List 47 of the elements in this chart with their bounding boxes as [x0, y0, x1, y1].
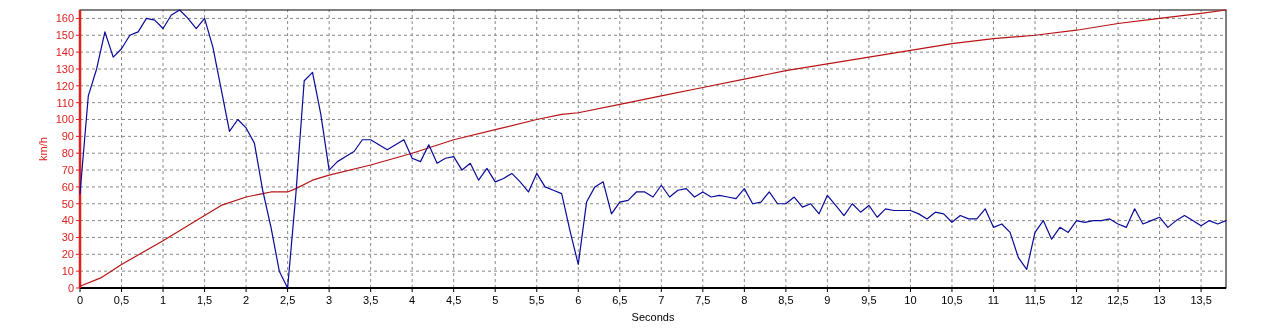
y-tick-label: 110	[56, 96, 74, 109]
y-tick-label: 100	[55, 113, 74, 126]
y-tick-label: 50	[61, 197, 74, 210]
x-tick-label: 3,5	[363, 294, 379, 306]
x-tick-label: 8	[741, 294, 748, 306]
x-tick-label: 5,5	[529, 294, 545, 306]
y-tick-label: 10	[61, 265, 74, 277]
x-tick-label: 10	[904, 294, 917, 306]
x-tick-label: 2	[243, 294, 250, 306]
x-tick-label: 6	[575, 294, 582, 306]
y-tick-label: 0	[67, 281, 74, 294]
x-axis-title: Seconds	[631, 311, 675, 323]
x-tick-label: 0,5	[113, 294, 130, 306]
x-tick-label: 12	[1070, 294, 1083, 306]
y-tick-label: 90	[61, 130, 74, 143]
y-tick-label: 80	[61, 147, 74, 160]
x-tick-label: 12,5	[1107, 294, 1129, 306]
x-tick-label: 7,5	[695, 294, 711, 306]
x-tick-label: 2,5	[279, 294, 296, 306]
x-tick-label: 1	[159, 294, 167, 306]
x-tick-label: 3	[326, 294, 333, 306]
y-axis-title: km/h	[37, 137, 49, 161]
x-tick-label: 9,5	[861, 294, 877, 306]
x-tick-label: 5	[492, 294, 499, 306]
x-tick-label: 9	[824, 294, 831, 306]
x-tick-label: 4	[409, 294, 416, 306]
y-tick-label: 150	[55, 29, 74, 42]
y-tick-label: 160	[55, 12, 74, 25]
x-tick-label: 13,5	[1190, 294, 1212, 306]
x-tick-label: 6,5	[612, 294, 628, 306]
x-tick-label: 7	[658, 294, 665, 306]
x-tick-label: 0	[76, 294, 84, 306]
x-tick-label: 10,5	[941, 294, 963, 306]
x-tick-label: 11	[987, 294, 1000, 306]
x-tick-label: 1,5	[196, 294, 213, 306]
y-tick-label: 30	[61, 231, 74, 244]
x-tick-label: 11,5	[1024, 294, 1046, 306]
x-tick-label: 13	[1153, 294, 1166, 306]
x-tick-label: 4,5	[446, 294, 462, 306]
y-tick-label: 130	[55, 62, 74, 75]
y-tick-label: 120	[55, 79, 74, 92]
y-tick-label: 140	[55, 45, 74, 58]
y-tick-label: 40	[61, 214, 74, 227]
x-tick-label: 8,5	[778, 294, 794, 306]
y-tick-label: 20	[61, 248, 74, 261]
y-tick-label: 70	[61, 163, 74, 176]
y-tick-label: 60	[61, 180, 74, 193]
